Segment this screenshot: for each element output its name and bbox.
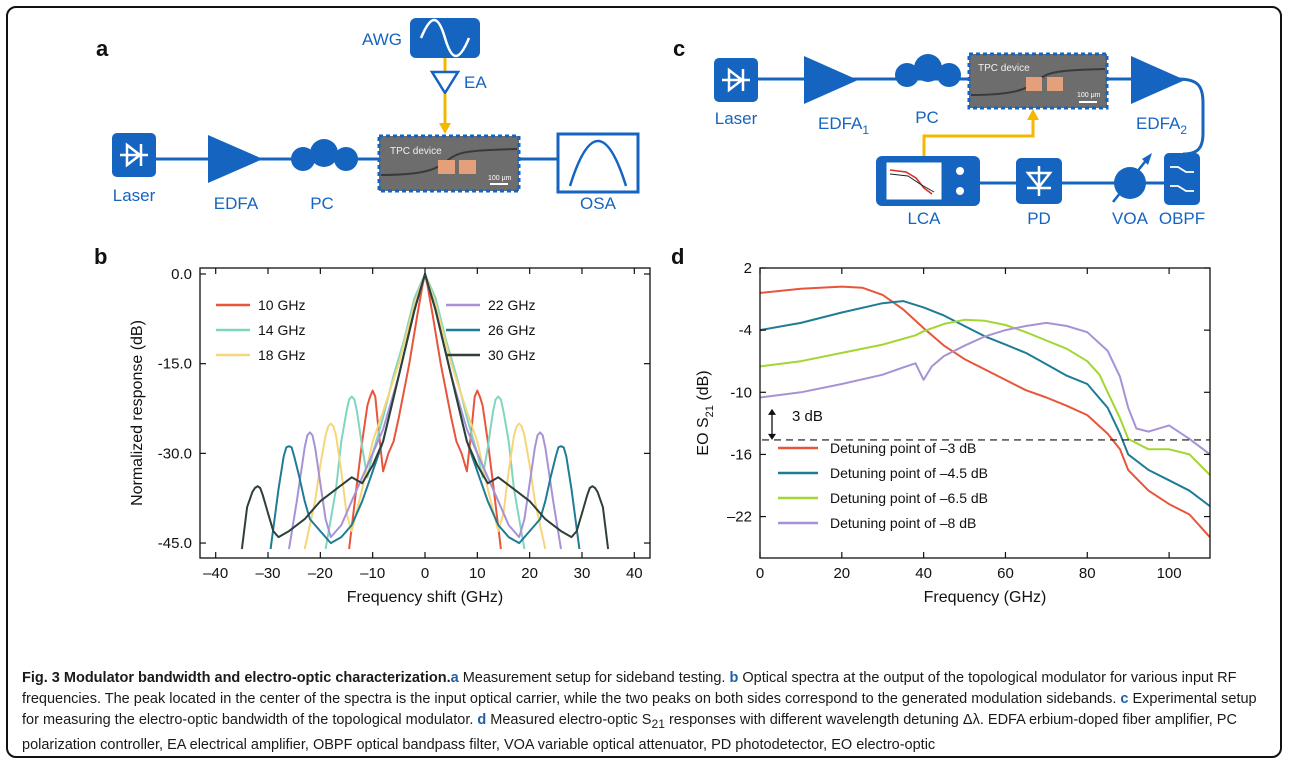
setup-diagram-c: Laser EDFA1 PC TPC device 100 μm EDFA2 O… (714, 52, 1205, 228)
y-tick-label: -16 (730, 446, 752, 463)
edfa-icon (208, 135, 263, 183)
y-tick-label: -30.0 (158, 445, 192, 462)
polarization-controller-icon-c (895, 54, 961, 87)
legend-label: Detuning point of –6.5 dB (830, 490, 988, 506)
sideband-spectra-chart: –40 –30 –20 –10 0 10 20 30 40 0.0 -15.0 -30.0 -45.0 F… (129, 266, 651, 606)
series-line-1 (760, 300, 1210, 507)
x-tick-label: 0 (756, 565, 764, 582)
x-tick-label: –10 (360, 565, 385, 582)
voa-label: VOA (1112, 209, 1149, 228)
x-tick-label: 60 (997, 565, 1014, 582)
tpc-device-label-c: TPC device (978, 63, 1030, 74)
series-line-3 (760, 321, 1210, 456)
eo-s21-response-chart: 0 20 40 60 80 100 2 -4 -10 -16 –22 Frequency (GHz) E… (695, 260, 1211, 606)
ea-label: EA (464, 73, 487, 92)
legend-label: 14 GHz (258, 322, 305, 338)
rf-arrow-c (1027, 109, 1039, 120)
obpf-icon (1164, 153, 1200, 205)
x-tick-label: 20 (521, 565, 538, 582)
x-tick-label: 20 (833, 565, 850, 582)
tpc-device-label: TPC device (390, 146, 442, 157)
plot-frame (759, 267, 1211, 559)
x-tick-label: 30 (574, 565, 591, 582)
x-tick-label: 40 (626, 565, 643, 582)
x-axis-label: Frequency shift (GHz) (347, 589, 503, 606)
legend-label: Detuning point of –4.5 dB (830, 465, 988, 481)
x-tick-label: –30 (256, 565, 281, 582)
legend-label: 26 GHz (488, 322, 535, 338)
obpf-label: OBPF (1159, 209, 1205, 228)
legend-label: Detuning point of –8 dB (830, 515, 976, 531)
edfa2-icon (1131, 56, 1185, 104)
arrow-head-up (768, 408, 776, 415)
tpc-device-image-c (967, 52, 1109, 110)
pc-label-c: PC (915, 108, 939, 127)
panel-label-a: a (96, 36, 109, 61)
annotation-label: 3 dB (792, 408, 823, 425)
figure-caption: Fig. 3 Modulator bandwidth and electro-o… (22, 670, 1257, 753)
x-axis-label: Frequency (GHz) (924, 589, 1047, 606)
x-tick-label: –20 (308, 565, 333, 582)
legend-label: 30 GHz (488, 347, 535, 363)
panel-label-b: b (94, 244, 108, 269)
x-tick-label: 10 (469, 565, 486, 582)
caption-title: Fig. 3 Modulator bandwidth and electro-o… (22, 670, 451, 686)
scale-bar-label-c: 100 μm (1077, 92, 1101, 99)
y-tick-label: –22 (727, 509, 752, 526)
osa-label: OSA (580, 194, 617, 213)
legend-label: 18 GHz (258, 347, 305, 363)
y-tick-label: -15.0 (158, 356, 192, 373)
awg-label: AWG (362, 30, 402, 49)
arrow-head-down (768, 433, 776, 440)
laser-label-c: Laser (715, 109, 758, 128)
panel-label-c: c (673, 36, 686, 61)
x-tick-label: 100 (1157, 565, 1182, 582)
x-tick-label: 80 (1079, 565, 1096, 582)
series-line-5 (240, 273, 610, 550)
series-line-0 (760, 285, 1210, 538)
tpc-device-image (377, 134, 521, 193)
ea-amplifier-icon (429, 70, 461, 96)
rf-arrow (439, 123, 451, 134)
series-line-0 (348, 273, 502, 550)
pd-label: PD (1027, 209, 1051, 228)
y-tick-label: 0.0 (171, 266, 192, 283)
y-tick-label: -45.0 (158, 535, 192, 552)
x-tick-label: –40 (203, 565, 228, 582)
edfa1-label: EDFA1 (818, 114, 869, 137)
legend-label: 22 GHz (488, 297, 535, 313)
series-line-4 (269, 273, 581, 550)
y-axis-label: EO S21 (dB) (695, 370, 716, 455)
series-line-2 (760, 318, 1210, 476)
y-tick-label: 2 (744, 260, 752, 277)
y-axis-label: Normalized response (dB) (129, 320, 146, 506)
scale-bar-label: 100 μm (488, 175, 512, 182)
figure-frame: a b c d Laser EDFA PC TPC device 100 (6, 6, 1282, 758)
polarization-controller-icon (291, 139, 358, 171)
lca-label: LCA (907, 209, 941, 228)
legend-label: Detuning point of –3 dB (830, 440, 976, 456)
legend-label: 10 GHz (258, 297, 305, 313)
series-line-2 (303, 273, 547, 550)
pc-label: PC (310, 194, 334, 213)
setup-diagram-a: Laser EDFA PC TPC device 100 μm OSA AWG (112, 18, 640, 213)
series-line-1 (324, 273, 526, 550)
x-tick-label: 40 (915, 565, 932, 582)
laser-label: Laser (113, 186, 156, 205)
x-tick-label: 0 (421, 565, 429, 582)
fiber-line-c (758, 77, 1205, 156)
rf-connection (922, 118, 1035, 156)
edfa1-icon (804, 56, 858, 104)
y-tick-label: -4 (739, 322, 752, 339)
edfa-label: EDFA (214, 194, 259, 213)
panel-label-d: d (671, 244, 685, 269)
edfa2-label: EDFA2 (1136, 114, 1187, 137)
series-line-3 (288, 273, 562, 550)
y-tick-label: -10 (730, 384, 752, 401)
